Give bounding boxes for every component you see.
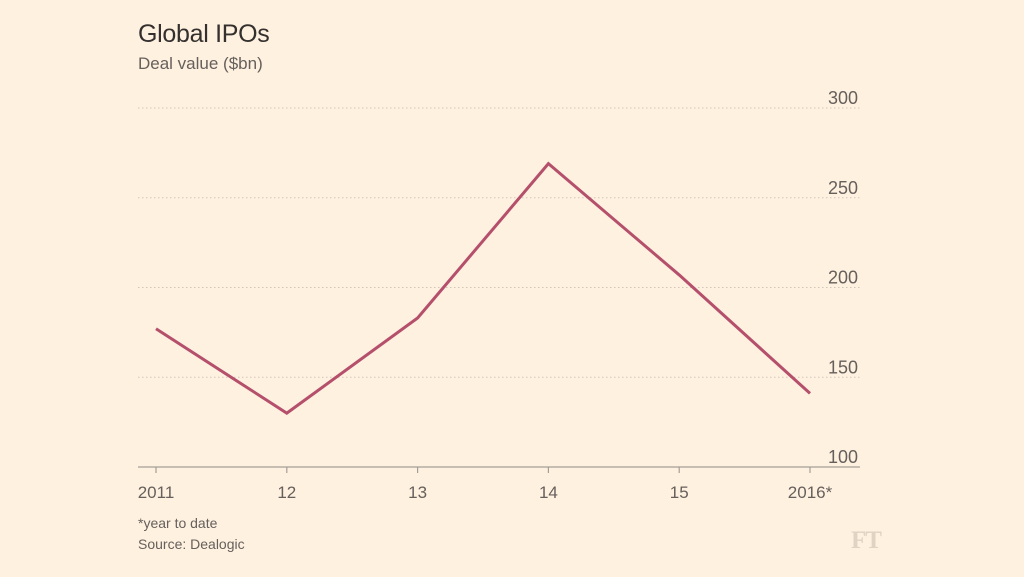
y-tick-label: 300: [828, 88, 858, 108]
ft-logo: FT: [851, 527, 882, 554]
x-tick-label: 14: [539, 483, 558, 502]
y-tick-label: 250: [828, 178, 858, 198]
source-note: Source: Dealogic: [138, 536, 245, 552]
chart-subtitle: Deal value ($bn): [138, 54, 263, 73]
y-tick-label: 200: [828, 268, 858, 288]
x-tick-label: 13: [408, 483, 427, 502]
footnote: *year to date: [138, 515, 218, 531]
y-tick-label: 150: [828, 357, 858, 377]
x-tick-label: 2016*: [788, 483, 833, 502]
x-tick-label: 2011: [138, 483, 175, 502]
chart-title: Global IPOs: [138, 20, 270, 48]
y-tick-label: 100: [828, 447, 858, 467]
series-line: [155, 161, 812, 415]
x-tick-label: 12: [277, 483, 296, 502]
x-tick-label: 15: [670, 483, 689, 502]
